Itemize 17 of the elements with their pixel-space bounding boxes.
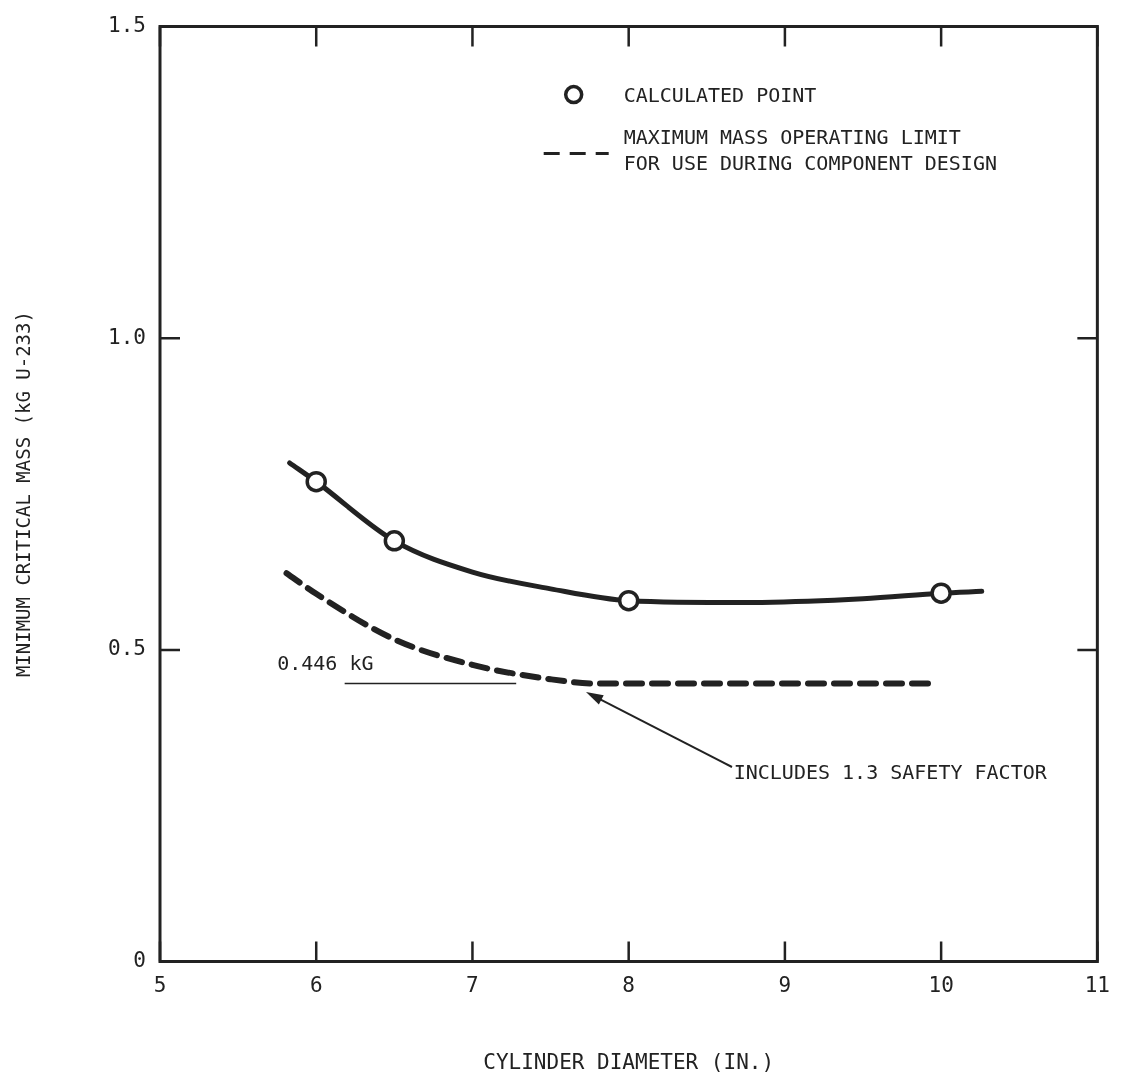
legend-label: CALCULATED POINT	[623, 82, 817, 107]
ref-line-label: 0.446 kG	[277, 650, 374, 675]
y-tick-label: 1.5	[108, 13, 146, 38]
x-tick-label: 10	[928, 972, 954, 997]
y-tick-label: 0	[133, 948, 146, 973]
x-tick-label: 9	[778, 972, 792, 997]
y-tick-label: 0.5	[108, 636, 146, 661]
x-tick-label: 5	[153, 972, 167, 997]
annotation: INCLUDES 1.3 SAFETY FACTOR	[733, 759, 1048, 784]
x-tick-label: 6	[309, 972, 323, 997]
x-tick-label: 8	[622, 972, 636, 997]
y-axis-title: MINIMUM CRITICAL MASS (kG U-233)	[12, 311, 35, 678]
x-tick-label: 7	[466, 972, 479, 997]
y-tick-label: 1.0	[108, 324, 146, 349]
x-tick-label: 11	[1084, 972, 1111, 997]
legend-label: MAXIMUM MASS OPERATING LIMIT FOR USE DURING COMPONENT DESIGN	[623, 124, 997, 175]
x-axis-title: CYLINDER DIAMETER (IN.)	[483, 1049, 775, 1074]
